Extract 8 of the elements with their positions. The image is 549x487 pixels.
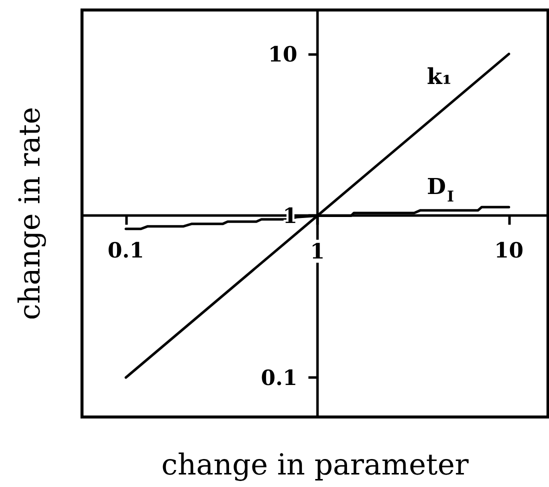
x-axis-title: change in parameter xyxy=(161,448,469,482)
series-label: k₁ xyxy=(426,64,452,90)
y-tick-label: 10 xyxy=(268,41,298,66)
x-tick-label: 1 xyxy=(310,238,325,264)
x-tick-label: 10 xyxy=(494,238,524,263)
x-tick-label: 0.1 xyxy=(108,238,144,263)
y-tick-label: 0.1 xyxy=(260,365,298,390)
y-axis-title: change in rate xyxy=(12,107,46,320)
